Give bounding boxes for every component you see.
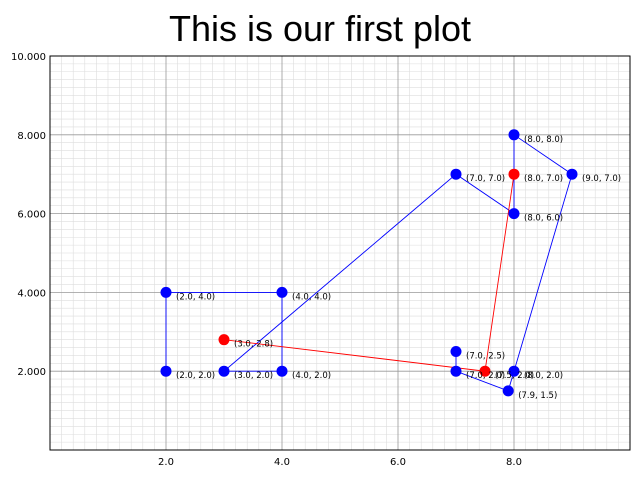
data-point: [508, 129, 520, 141]
data-label: (8.0, 7.0): [524, 174, 563, 184]
point-labels: (2.0, 2.0) (2.0, 4.0) (4.0, 4.0) (4.0, 2.0)…: [176, 135, 621, 401]
data-point: [502, 385, 514, 397]
data-label: (7.9, 1.5): [518, 391, 557, 401]
x-tick-label: 8.0: [506, 457, 522, 468]
y-tick-label: 10.000: [11, 52, 46, 63]
data-label: (3.0, 2.8): [234, 340, 273, 350]
data-point: [508, 365, 520, 377]
minor-grid: [50, 56, 630, 450]
chart-title: This is our first plot: [168, 8, 472, 49]
x-tick-label: 2.0: [158, 457, 174, 468]
data-label: (7.0, 2.5): [466, 352, 505, 362]
y-tick-label: 8.000: [17, 131, 46, 142]
x-tick-label: 4.0: [274, 457, 290, 468]
data-label: (8.0, 6.0): [524, 214, 563, 224]
data-point: [479, 365, 491, 377]
data-point: [276, 286, 288, 298]
y-tick-label: 4.000: [17, 288, 46, 299]
data-label: (7.0, 7.0): [466, 174, 505, 184]
data-point: [160, 365, 172, 377]
data-point: [450, 365, 462, 377]
major-grid: [50, 55, 630, 450]
data-label: (8.0, 2.0): [524, 371, 563, 381]
data-label: (4.0, 4.0): [292, 292, 331, 302]
data-label: (3.0, 2.0): [234, 371, 273, 381]
data-label: (4.0, 2.0): [292, 371, 331, 381]
data-point: [508, 208, 520, 220]
data-point: [160, 286, 172, 298]
data-point: [218, 365, 230, 377]
data-point: [508, 168, 520, 180]
data-label: (7.5, 2.0): [495, 371, 534, 381]
data-point: [218, 334, 230, 346]
data-point: [566, 168, 578, 180]
data-label: (7.0, 2.0): [466, 371, 505, 381]
plot-frame: [49, 55, 631, 451]
data-point: [276, 365, 288, 377]
data-point: [450, 346, 462, 357]
data-point: [450, 168, 462, 180]
axis-ticks: 2.0 4.0 6.0 8.0 2.000 4.000 6.000 8.000 10.000: [11, 52, 522, 468]
data-label: (2.0, 4.0): [176, 292, 215, 302]
data-label: (8.0, 8.0): [524, 135, 563, 145]
data-label: (2.0, 2.0): [176, 371, 215, 381]
y-tick-label: 2.000: [17, 367, 46, 378]
data-label: (9.0, 7.0): [582, 174, 621, 184]
series-points: [160, 129, 578, 397]
x-tick-label: 6.0: [390, 457, 406, 468]
y-tick-label: 6.000: [17, 210, 46, 221]
